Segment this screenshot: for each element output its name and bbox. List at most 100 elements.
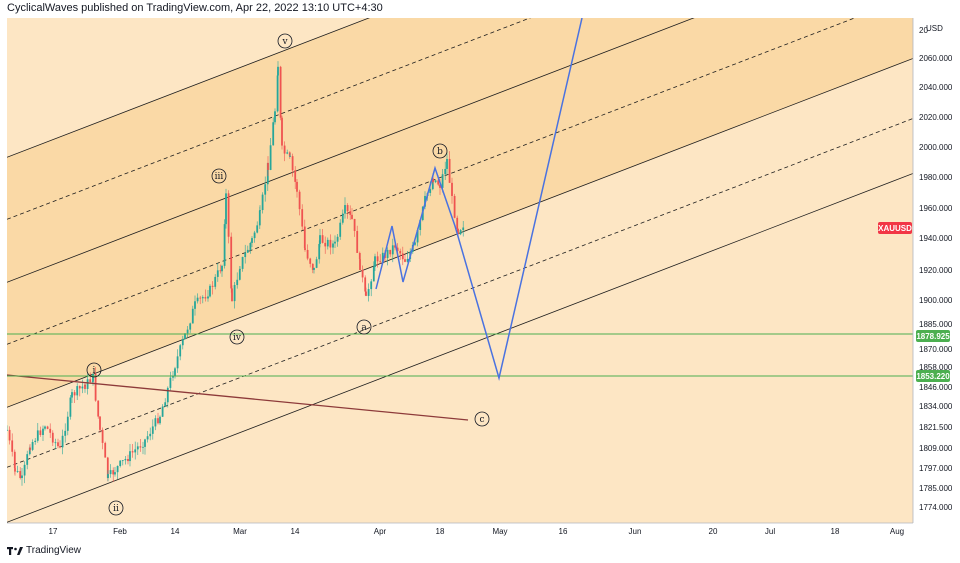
candle [29,444,31,452]
candle-body [311,263,314,270]
time-tick-label: Aug [890,527,904,536]
candle [453,193,456,219]
candle [359,258,361,271]
candle [356,225,359,253]
candle [107,470,109,482]
candle-body [329,239,332,248]
time-tick-label: 16 [559,527,568,536]
candle [23,461,26,484]
candle-body [386,249,389,258]
candle-body [404,259,406,262]
candle-body [39,430,42,435]
candle-body [233,285,236,302]
candle-body [151,426,154,434]
wave-label-circle [108,500,124,516]
candle-body [92,373,94,382]
candle-body [439,184,441,188]
candle-body [26,454,29,465]
candle-body [194,301,196,309]
candle [76,383,79,401]
candle [351,208,353,220]
candle-body [76,386,79,396]
candle-body [13,451,16,469]
candle-body [379,261,382,263]
candle [318,240,321,264]
candle-body [279,66,282,118]
candle [344,197,346,219]
candle-body [364,277,367,292]
candle [127,454,129,465]
candle-body [49,428,52,433]
candle [84,382,86,390]
candle-body [31,442,34,450]
candle-body [391,245,394,255]
candle-body [341,213,344,223]
wave-projection-path[interactable] [375,18,583,381]
candle [296,179,298,198]
candle [404,254,406,263]
candle-body [119,460,122,466]
channel-line [7,18,370,158]
candle-body [149,433,152,437]
candle-body [249,242,252,250]
candle [51,430,54,447]
candle [129,444,131,467]
wave-label-text: iv [233,333,242,343]
candle-body [306,249,309,259]
candle [253,230,256,243]
candle [376,251,379,268]
candle-body [127,458,129,462]
wave-label-circle [432,143,448,159]
candle [97,400,100,419]
candle-body [256,225,259,233]
wave-label-ii: ii [108,500,124,516]
candle-body [57,442,59,447]
price-tick-label: 1809.000 [919,444,953,453]
price-tick-label: 1834.000 [919,402,953,411]
candle-body [370,281,373,290]
candle [444,161,447,181]
candle [236,272,239,289]
candle-body [358,252,361,260]
candle [209,284,211,298]
tradingview-branding[interactable]: TradingView [7,545,81,556]
candle-body [101,429,104,443]
candle-body [136,446,139,450]
candle [42,425,44,442]
channel-midline [7,18,531,220]
candle [370,278,373,297]
candle-body [199,297,202,299]
candle-body [264,184,267,195]
candle-body [376,256,379,262]
wave-label-text: a [361,323,367,333]
candle [279,65,282,121]
candle-body [238,269,241,280]
candle [336,234,339,247]
wave-label-i: i [86,362,102,378]
candle-body [161,406,164,417]
price-tick-label: 1980.000 [919,173,953,182]
candle-body [351,214,353,219]
candle [462,221,465,237]
price-axis[interactable] [916,19,956,533]
candle-body [304,248,306,250]
candle-body [448,158,451,183]
candle [361,265,364,283]
candle [201,295,204,304]
candle [161,404,164,417]
candle-body [456,217,459,229]
trend-line[interactable] [7,374,469,421]
candle [304,244,306,252]
price-tick-label: 2060.000 [919,54,953,63]
candle [221,264,223,277]
candle-body [334,241,336,244]
candle [131,443,134,458]
candle-body [142,446,144,448]
candle-body [64,430,67,436]
candle [311,263,314,274]
candle-body [361,269,364,278]
candle-body [214,276,217,287]
candle-body [356,230,359,253]
wave-label-text: c [479,415,484,425]
